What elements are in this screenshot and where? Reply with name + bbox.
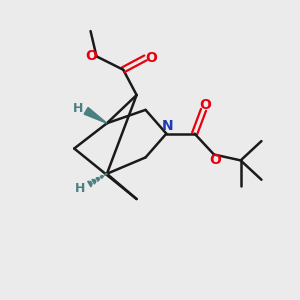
Polygon shape: [84, 107, 107, 123]
Text: O: O: [146, 51, 158, 65]
Text: O: O: [199, 98, 211, 112]
Text: O: O: [209, 153, 221, 167]
Text: H: H: [73, 102, 83, 115]
Polygon shape: [92, 179, 96, 184]
Polygon shape: [104, 174, 107, 176]
Polygon shape: [88, 181, 92, 187]
Polygon shape: [96, 178, 100, 181]
Polygon shape: [100, 176, 103, 178]
Text: N: N: [162, 119, 174, 133]
Text: O: O: [85, 49, 97, 63]
Text: H: H: [75, 182, 85, 194]
